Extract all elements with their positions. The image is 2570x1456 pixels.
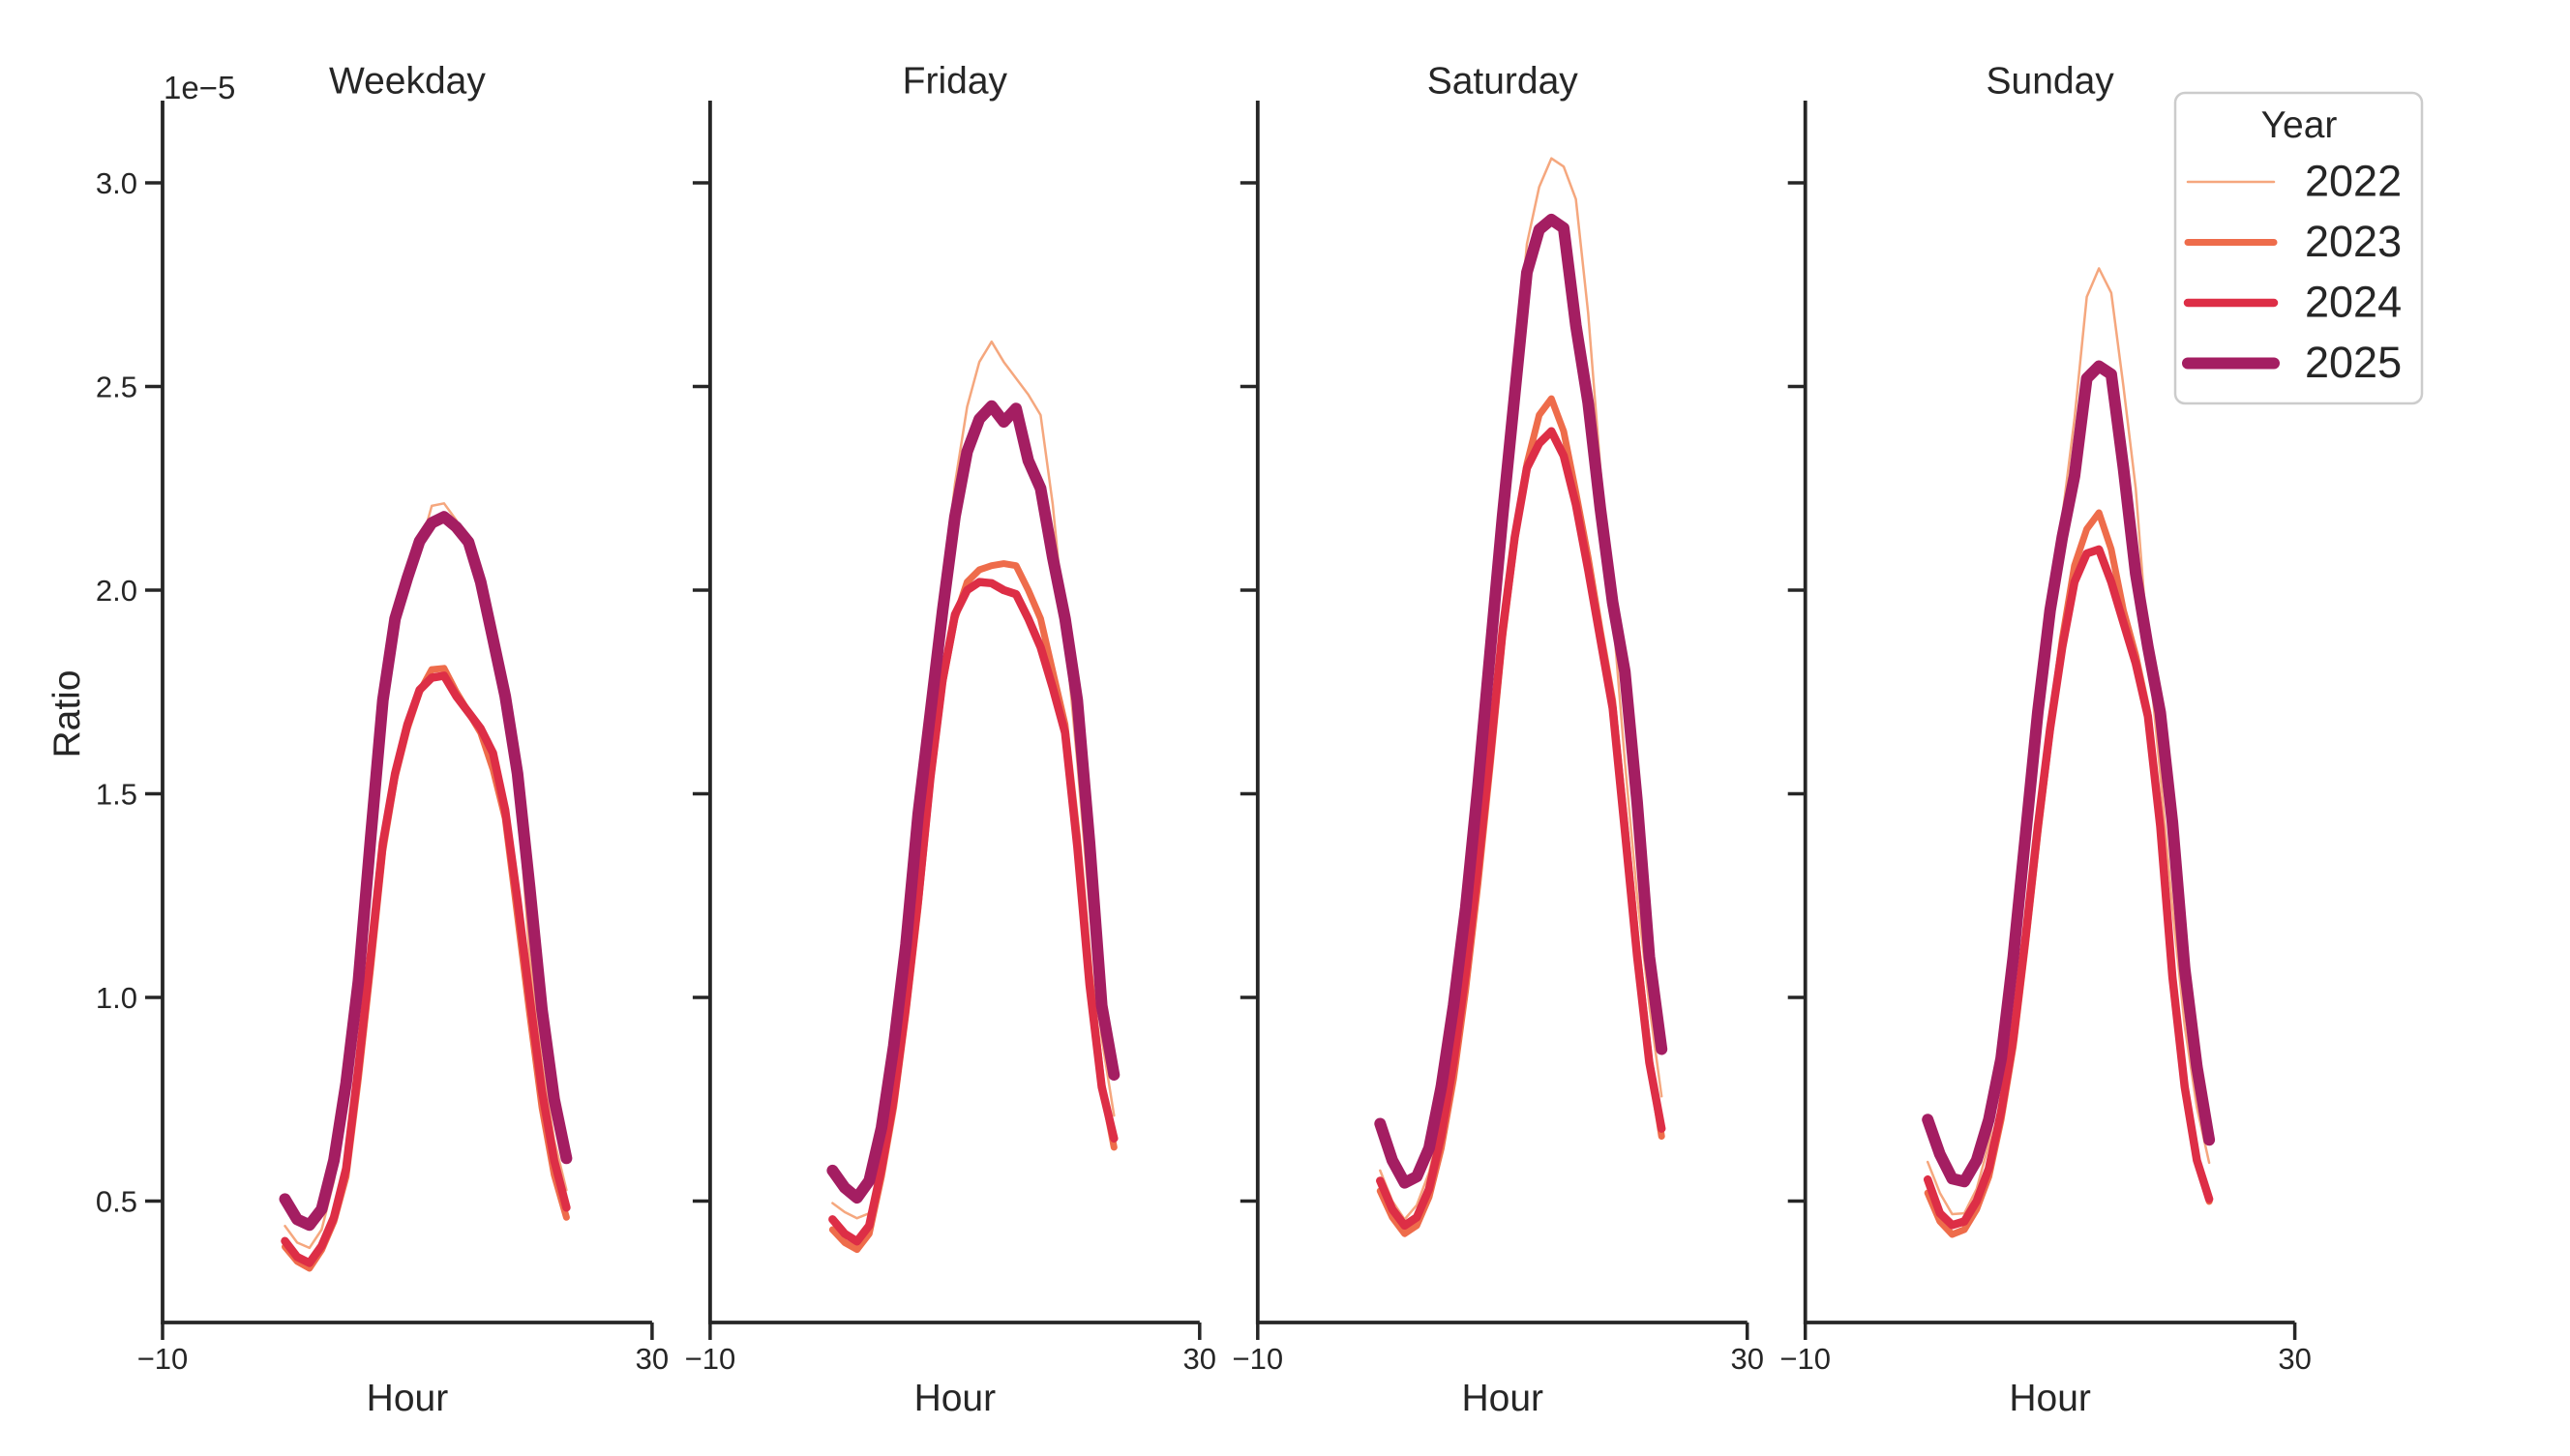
svg-text:Saturday: Saturday bbox=[1427, 61, 1579, 103]
svg-text:Hour: Hour bbox=[914, 1378, 997, 1419]
svg-text:2023: 2023 bbox=[2305, 217, 2402, 266]
svg-text:Hour: Hour bbox=[367, 1378, 449, 1419]
svg-text:2.0: 2.0 bbox=[96, 574, 137, 608]
svg-text:3.0: 3.0 bbox=[96, 166, 137, 200]
svg-text:Hour: Hour bbox=[2009, 1378, 2091, 1419]
svg-text:30: 30 bbox=[2278, 1342, 2311, 1376]
svg-text:−10: −10 bbox=[685, 1342, 736, 1376]
svg-text:1.5: 1.5 bbox=[96, 777, 137, 811]
svg-text:Friday: Friday bbox=[903, 61, 1008, 103]
svg-text:30: 30 bbox=[1183, 1342, 1216, 1376]
svg-text:1e−5: 1e−5 bbox=[164, 70, 235, 105]
svg-text:30: 30 bbox=[636, 1342, 669, 1376]
svg-text:0.5: 0.5 bbox=[96, 1184, 137, 1218]
svg-text:2025: 2025 bbox=[2305, 338, 2402, 387]
svg-text:−10: −10 bbox=[1233, 1342, 1284, 1376]
svg-text:2022: 2022 bbox=[2305, 157, 2402, 206]
svg-text:30: 30 bbox=[1730, 1342, 1763, 1376]
svg-text:Sunday: Sunday bbox=[1987, 61, 2115, 103]
svg-text:2024: 2024 bbox=[2305, 278, 2402, 327]
svg-text:2.5: 2.5 bbox=[96, 370, 137, 403]
svg-text:Weekday: Weekday bbox=[329, 61, 486, 103]
svg-text:−10: −10 bbox=[137, 1342, 189, 1376]
svg-text:Year: Year bbox=[2261, 104, 2338, 146]
svg-text:−10: −10 bbox=[1779, 1342, 1831, 1376]
svg-text:Ratio: Ratio bbox=[46, 669, 88, 758]
svg-text:1.0: 1.0 bbox=[96, 981, 137, 1015]
svg-text:Hour: Hour bbox=[1461, 1378, 1543, 1419]
